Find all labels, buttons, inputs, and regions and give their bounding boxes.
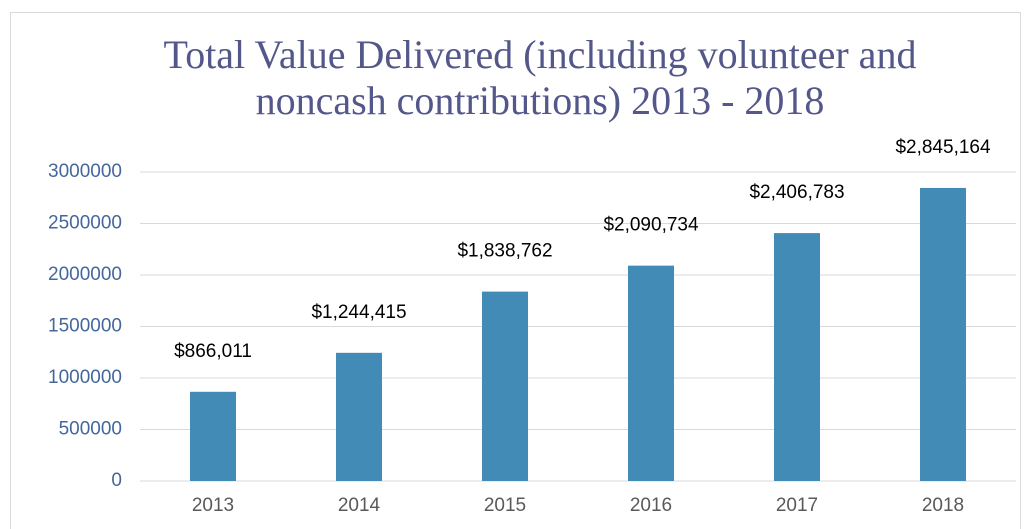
chart-title: Total Value Delivered (including volunte…: [163, 32, 917, 123]
value-label: $2,090,734: [603, 215, 699, 236]
x-tick-label: 2017: [776, 495, 818, 516]
chart-frame: [10, 12, 1021, 529]
bar: [774, 233, 820, 481]
value-label: $2,406,783: [749, 182, 844, 203]
x-tick-label: 2014: [338, 495, 381, 516]
value-label: $1,244,415: [311, 302, 406, 323]
x-tick-label: 2013: [192, 495, 234, 516]
y-tick-label: 2000000: [48, 264, 122, 285]
y-tick-label: 500000: [59, 419, 122, 440]
y-tick-label: 0: [111, 470, 122, 491]
bar: [336, 352, 382, 481]
y-tick-label: 1000000: [48, 367, 122, 388]
y-tick-label: 3000000: [48, 161, 122, 182]
value-label: $2,845,164: [895, 137, 991, 158]
bar: [628, 265, 674, 481]
x-tick-label: 2015: [484, 495, 526, 516]
bar: [482, 291, 528, 481]
value-label: $1,838,762: [457, 241, 552, 262]
y-tick-label: 1500000: [48, 316, 122, 337]
value-label: $866,011: [174, 341, 252, 362]
x-tick-label: 2016: [630, 495, 672, 516]
y-tick-label: 2500000: [48, 213, 122, 234]
x-tick-label: 2018: [922, 495, 964, 516]
bar: [190, 391, 236, 481]
bar: [920, 187, 966, 481]
